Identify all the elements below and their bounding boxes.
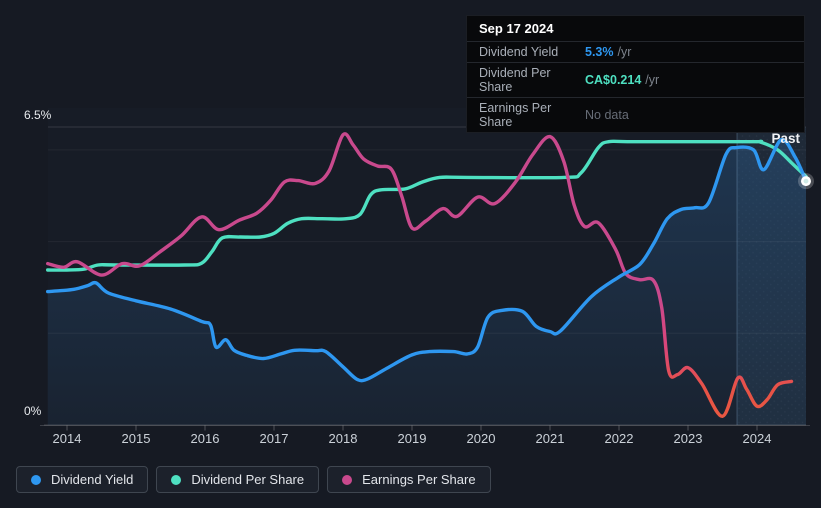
tooltip-row-unit: /yr: [645, 73, 660, 87]
x-axis-label-2016: 2016: [191, 431, 220, 446]
legend-item-dividend-yield[interactable]: Dividend Yield: [16, 466, 149, 493]
series-lines: [46, 132, 808, 418]
x-axis-label-2017: 2017: [260, 431, 289, 446]
legend-dot: [31, 474, 41, 485]
y-axis-label-top: 6.5%: [24, 108, 52, 122]
x-axis-label-2021: 2021: [536, 431, 565, 446]
hover-tooltip: Sep 17 2024 Dividend Yield 5.3%/yr Dividen…: [466, 15, 805, 133]
chart-canvas[interactable]: 2014 2015 2016 2017 2018 2019 2020 2021 2022 2023…: [0, 0, 821, 456]
tooltip-date: Sep 17 2024: [479, 21, 554, 36]
x-axis-label-2023: 2023: [674, 431, 703, 446]
tooltip-row-label: Earnings Per Share: [479, 101, 552, 129]
x-axis-label-2022: 2022: [605, 431, 634, 446]
x-axis-label-2014: 2014: [53, 431, 82, 446]
x-axis: 2014 2015 2016 2017 2018 2019 2020 2021 2022 2023…: [40, 425, 810, 446]
legend-dot: [342, 474, 353, 485]
legend-item-label: Dividend Per Share: [191, 472, 305, 487]
tooltip-rows: Dividend Yield 5.3%/yr Dividend Per Share C…: [467, 41, 804, 132]
legend: Dividend Yield Dividend Per Share Earnings…: [16, 466, 491, 493]
x-axis-label-2020: 2020: [467, 431, 496, 446]
tooltip-row-unit: /yr: [617, 45, 632, 59]
x-axis-label-2015: 2015: [122, 431, 151, 446]
tooltip-row-value: 5.3%: [585, 45, 614, 59]
y-axis-label-zero: 0%: [24, 404, 42, 418]
tooltip-row: Dividend Yield 5.3%/yr: [467, 41, 804, 62]
series-endpoint-dot: [797, 173, 814, 190]
tooltip-row-label: Dividend Per Share: [479, 66, 551, 94]
tooltip-row-value: No data: [585, 108, 629, 122]
tooltip-row: Earnings Per Share No data: [467, 97, 804, 132]
x-axis-label-2019: 2019: [398, 431, 427, 446]
x-axis-label-2018: 2018: [329, 431, 358, 446]
legend-item-label: Dividend Yield: [51, 472, 134, 487]
tooltip-row-value: CA$0.214: [585, 73, 642, 87]
legend-item-dividend-per-share[interactable]: Dividend Per Share: [156, 466, 320, 493]
tooltip-row: Dividend Per Share CA$0.214/yr: [467, 62, 804, 97]
x-axis-label-2024: 2024: [743, 431, 772, 446]
legend-dot: [171, 474, 182, 485]
tooltip-row-label: Dividend Yield: [479, 45, 559, 59]
legend-item-label: Earnings Per Share: [362, 472, 476, 487]
legend-item-earnings-per-share[interactable]: Earnings Per Share: [327, 466, 491, 493]
past-label: Past: [771, 131, 800, 146]
